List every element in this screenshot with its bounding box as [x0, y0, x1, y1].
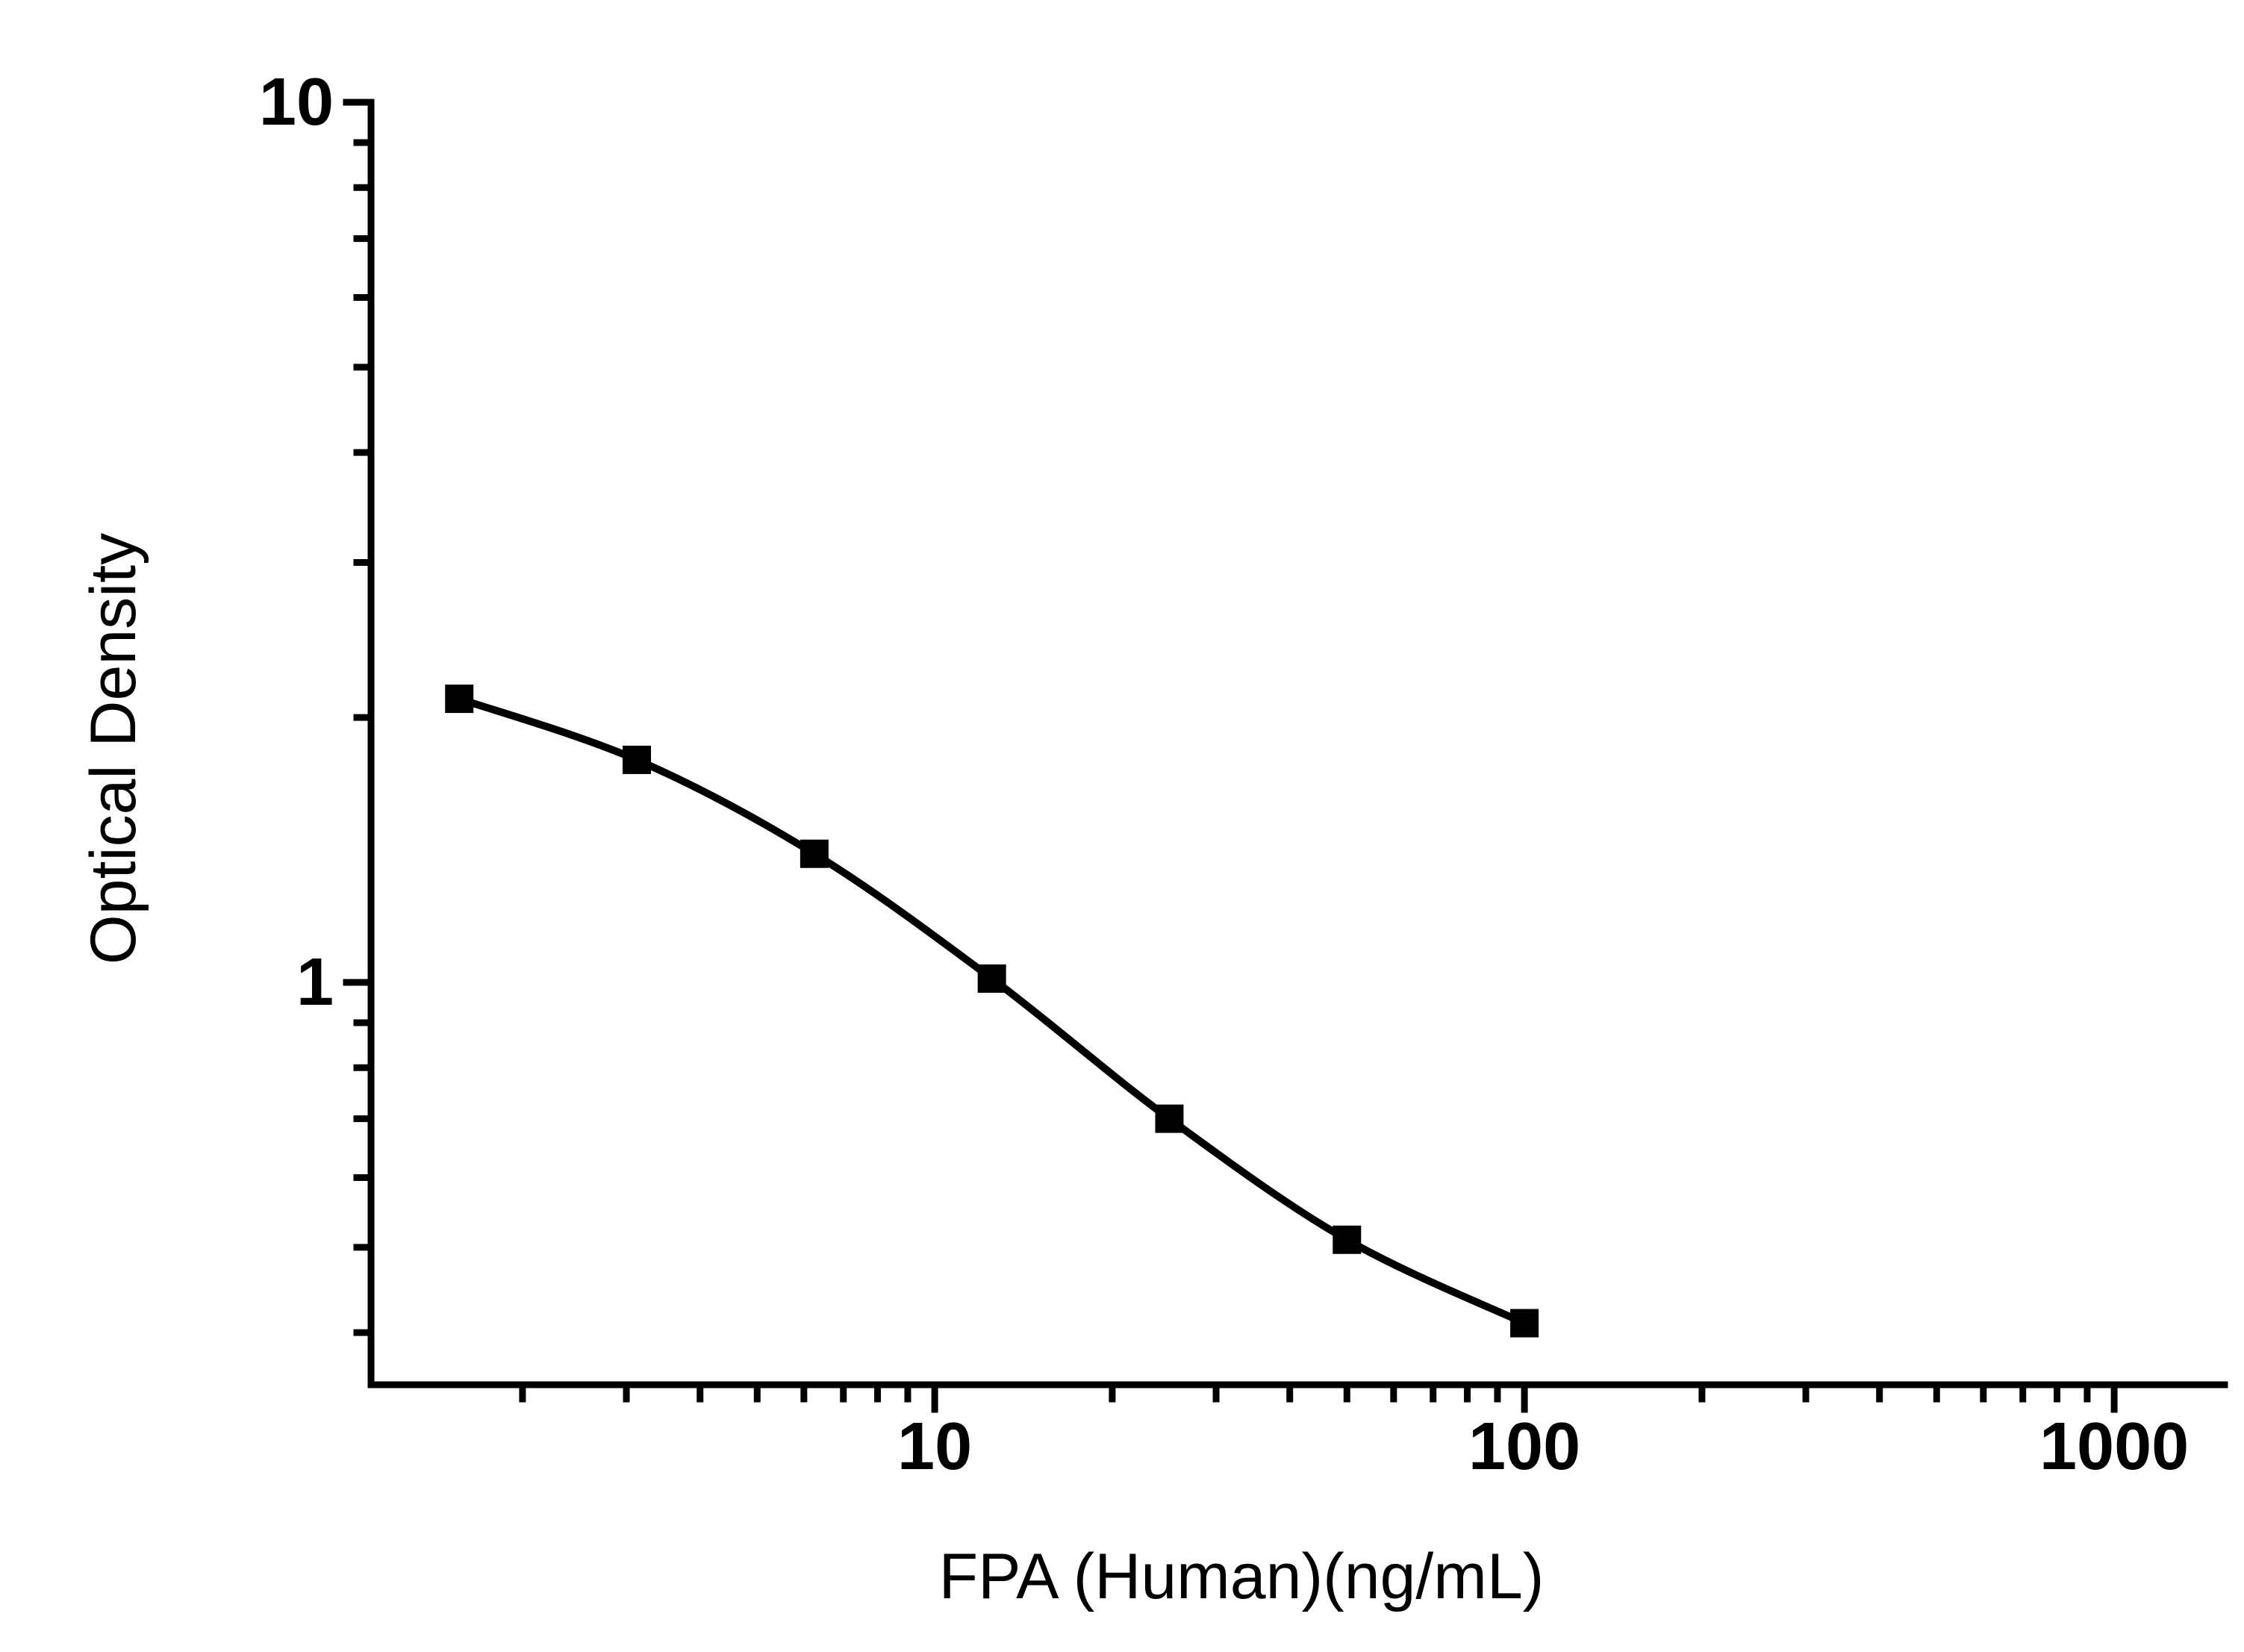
axes-layer: 10 100 1000 1 10 — [259, 65, 2228, 1484]
x-tick-label: 1000 — [2039, 1409, 2189, 1484]
data-point-marker — [1333, 1225, 1362, 1254]
x-tick-label: 100 — [1468, 1409, 1580, 1484]
y-tick-label: 10 — [259, 65, 334, 140]
series-layer — [445, 685, 1539, 1338]
y-axis-title: Optical Density — [78, 533, 149, 964]
data-point-marker — [445, 685, 474, 714]
data-point-marker — [623, 745, 652, 774]
x-axis-title: FPA (Human)(ng/mL) — [939, 1541, 1545, 1612]
data-point-marker — [800, 839, 829, 868]
curve-line — [455, 695, 1529, 1327]
x-tick-label: 10 — [897, 1409, 972, 1484]
data-point-marker — [1155, 1104, 1184, 1133]
data-point-marker — [1510, 1309, 1539, 1338]
y-tick-label: 1 — [296, 945, 334, 1020]
data-point-marker — [977, 964, 1006, 993]
